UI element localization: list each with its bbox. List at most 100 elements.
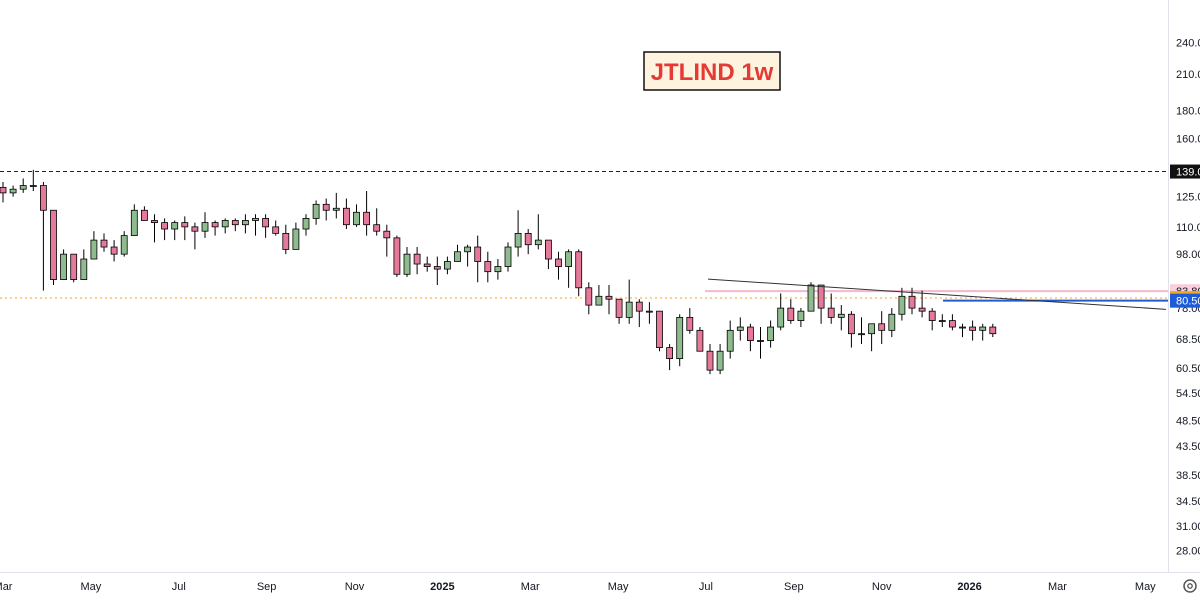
candle-body-down — [989, 326, 997, 335]
candle — [625, 279, 633, 324]
candle-body-down — [70, 253, 78, 281]
y-tick-label: 28.00 — [1176, 545, 1200, 557]
candle-body-down — [878, 323, 886, 331]
candle-body-down — [908, 295, 916, 309]
x-tick-label: Sep — [784, 581, 804, 593]
candle — [767, 320, 774, 348]
candle-body-down — [40, 185, 47, 211]
candle — [0, 181, 7, 203]
candle-body-up — [938, 320, 946, 322]
candle — [565, 249, 572, 288]
candle — [514, 210, 522, 257]
candle — [312, 200, 320, 225]
candle-body-up — [292, 228, 300, 250]
candle — [726, 320, 734, 359]
candle — [322, 198, 330, 221]
candle-body-down — [110, 246, 118, 255]
candle-body-up — [252, 218, 259, 221]
candle — [201, 212, 209, 238]
y-tick-label: 240.0 — [1176, 37, 1200, 49]
candle-body-down — [211, 222, 219, 228]
candle-body-down — [0, 186, 7, 194]
candle-body-down — [524, 232, 532, 246]
candle — [635, 299, 643, 328]
candle — [656, 310, 663, 352]
candle — [757, 327, 764, 359]
candle — [342, 198, 350, 230]
candle-body-up — [241, 220, 249, 226]
candle — [29, 169, 37, 192]
candle — [787, 299, 795, 324]
candle-body-down — [949, 320, 956, 328]
y-tick-label: 210.0 — [1176, 69, 1200, 81]
candle-body-up — [90, 239, 98, 260]
candle — [302, 214, 310, 236]
candle-body-down — [161, 222, 169, 230]
candle — [959, 323, 966, 338]
candle — [100, 233, 108, 252]
candle — [949, 314, 956, 331]
y-tick-label: 68.50 — [1176, 334, 1200, 346]
y-tick-label: 54.50 — [1176, 388, 1200, 400]
reference-lines — [0, 171, 1168, 302]
candle — [524, 229, 532, 255]
candle-body-up — [676, 316, 684, 360]
candle-body-up — [171, 222, 179, 230]
candle-body-up — [625, 301, 633, 318]
candle — [60, 249, 67, 281]
candle — [221, 218, 229, 234]
candle — [474, 235, 482, 283]
candle — [80, 249, 88, 281]
y-tick-label: 31.00 — [1176, 521, 1200, 533]
candle — [898, 287, 906, 321]
candle — [373, 208, 381, 236]
candle — [383, 224, 391, 257]
candle — [443, 256, 451, 275]
candle-body-up — [9, 188, 17, 194]
candle-body-up — [80, 258, 88, 281]
candle-body-up — [201, 222, 209, 232]
candle-body-down — [151, 220, 158, 223]
candle-body-up — [494, 266, 502, 273]
candle — [181, 216, 189, 241]
candle-body-down — [413, 253, 421, 265]
candle-body-up — [464, 246, 472, 253]
candle — [595, 285, 603, 306]
y-tick-label: 43.50 — [1176, 441, 1200, 453]
x-tick-label: May — [80, 581, 101, 593]
candle-body-up — [29, 185, 37, 187]
candle — [292, 222, 300, 250]
candle-body-down — [140, 209, 148, 221]
candle-body-up — [837, 313, 845, 318]
candle — [363, 191, 371, 236]
x-tick-label: May — [1135, 581, 1156, 593]
candle — [272, 220, 280, 236]
candle-body-up — [797, 310, 805, 321]
x-tick-label: May — [608, 581, 629, 593]
candle-body-down — [706, 350, 714, 371]
chart-settings-icon[interactable] — [1183, 579, 1197, 593]
prior-high-label: 139.0 — [1176, 167, 1200, 179]
trendlines — [707, 278, 1167, 310]
candle — [241, 214, 249, 234]
candle — [534, 214, 542, 250]
candle-body-down — [484, 261, 492, 273]
candle-body-down — [656, 310, 663, 349]
prior-high-label-bg — [1170, 164, 1200, 179]
candle-body-down — [635, 301, 643, 312]
candles — [0, 169, 997, 375]
candle — [140, 206, 148, 221]
support-label-bg — [1170, 293, 1200, 308]
candle — [575, 249, 583, 297]
candle-body-down — [363, 211, 371, 226]
candle-body-up — [302, 218, 310, 230]
candle-body-down — [928, 310, 936, 321]
x-tick-label: Mar — [521, 581, 540, 593]
candle-body-down — [575, 251, 583, 289]
candle — [676, 314, 684, 367]
candle — [716, 344, 724, 375]
x-tick-label: 2025 — [430, 581, 454, 593]
candle-body-up — [959, 326, 966, 329]
candle-body-down — [50, 209, 57, 281]
